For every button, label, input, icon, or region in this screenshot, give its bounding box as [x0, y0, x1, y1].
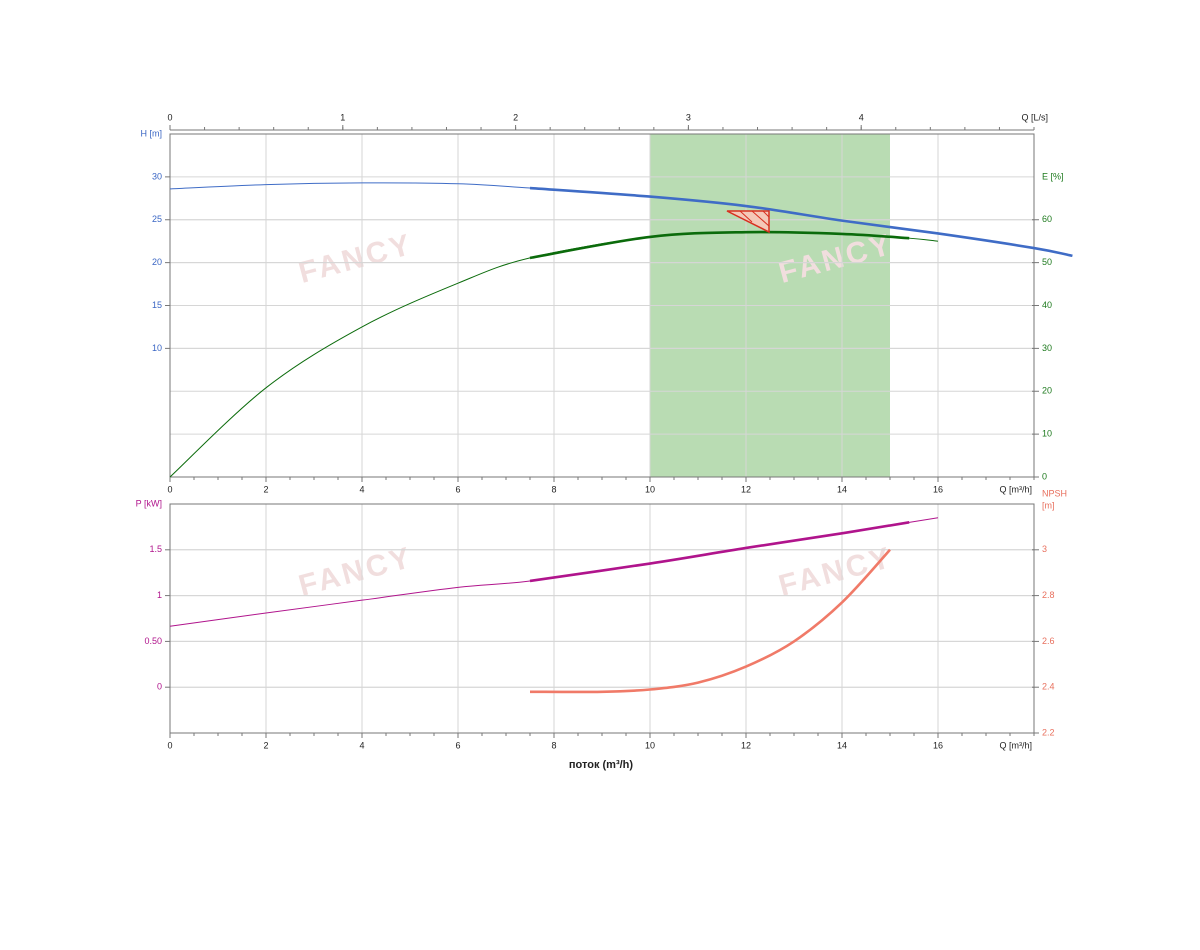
x-axis-label: Q [m³/h]	[999, 740, 1032, 750]
x-tick-label: 4	[359, 740, 364, 750]
y-axis-label: H [m]	[141, 128, 163, 138]
x-tick-label: 14	[837, 484, 847, 494]
x-tick-label: 16	[933, 740, 943, 750]
x-tick-label: 8	[551, 484, 556, 494]
x-tick-label: 16	[933, 484, 943, 494]
y2-tick-label: 2.8	[1042, 590, 1055, 600]
x2-tick-label: 0	[167, 112, 172, 122]
y-tick-label: 0.50	[144, 636, 162, 646]
y2-axis-label: NPSH	[1042, 488, 1067, 498]
curve-operating	[529, 548, 891, 694]
y-tick-label: 1	[157, 590, 162, 600]
x2-tick-label: 1	[340, 112, 345, 122]
x-tick-label: 6	[455, 740, 460, 750]
y2-tick-label: 3	[1042, 544, 1047, 554]
x-tick-label: 0	[167, 484, 172, 494]
y-tick-label: 25	[152, 214, 162, 224]
watermark: FANCY	[295, 228, 416, 290]
y2-axis-unit: [m]	[1042, 500, 1055, 510]
y2-tick-label: 10	[1042, 429, 1052, 439]
x-tick-label: 10	[645, 740, 655, 750]
x-tick-label: 6	[455, 484, 460, 494]
tolerance-hatch	[739, 210, 770, 227]
x-tick-label: 14	[837, 740, 847, 750]
y-tick-label: 1.5	[149, 544, 162, 554]
y2-tick-label: 2.4	[1042, 682, 1055, 692]
x-tick-label: 2	[263, 484, 268, 494]
y-tick-label: 20	[152, 257, 162, 267]
x-tick-label: 8	[551, 740, 556, 750]
curve-operating	[529, 521, 910, 583]
y2-tick-label: 60	[1042, 214, 1052, 224]
x2-tick-label: 2	[513, 112, 518, 122]
x-tick-label: 4	[359, 484, 364, 494]
x-axis-title: поток (m³/h)	[569, 759, 633, 771]
x-tick-label: 12	[741, 484, 751, 494]
y-tick-label: 0	[157, 682, 162, 692]
x2-tick-label: 3	[686, 112, 691, 122]
y-axis-label: P [kW]	[136, 498, 162, 508]
y2-tick-label: 2.6	[1042, 636, 1055, 646]
y2-axis-label: E [%]	[1042, 171, 1064, 181]
x2-tick-label: 4	[859, 112, 864, 122]
plot-frame	[169, 133, 1035, 478]
y-tick-label: 30	[152, 171, 162, 181]
plot-frame	[169, 503, 1035, 734]
curve-operating	[529, 230, 910, 260]
x-tick-label: 12	[741, 740, 751, 750]
x-tick-label: 10	[645, 484, 655, 494]
y2-tick-label: 2.2	[1042, 727, 1055, 737]
y2-tick-label: 40	[1042, 300, 1052, 310]
y2-tick-label: 20	[1042, 386, 1052, 396]
y-tick-label: 10	[152, 343, 162, 353]
x-tick-label: 2	[263, 740, 268, 750]
y2-tick-label: 30	[1042, 343, 1052, 353]
x-axis-label: Q [m³/h]	[999, 484, 1032, 494]
x2-axis-label: Q [L/s]	[1021, 112, 1048, 122]
x-tick-label: 0	[167, 740, 172, 750]
curve-operating	[529, 186, 1073, 258]
y2-tick-label: 0	[1042, 471, 1047, 481]
y2-tick-label: 50	[1042, 257, 1052, 267]
y-tick-label: 15	[152, 300, 162, 310]
